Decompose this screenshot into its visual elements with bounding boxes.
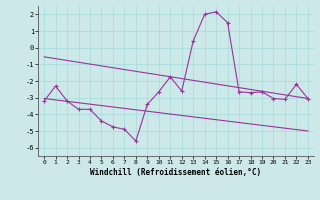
- X-axis label: Windchill (Refroidissement éolien,°C): Windchill (Refroidissement éolien,°C): [91, 168, 261, 177]
